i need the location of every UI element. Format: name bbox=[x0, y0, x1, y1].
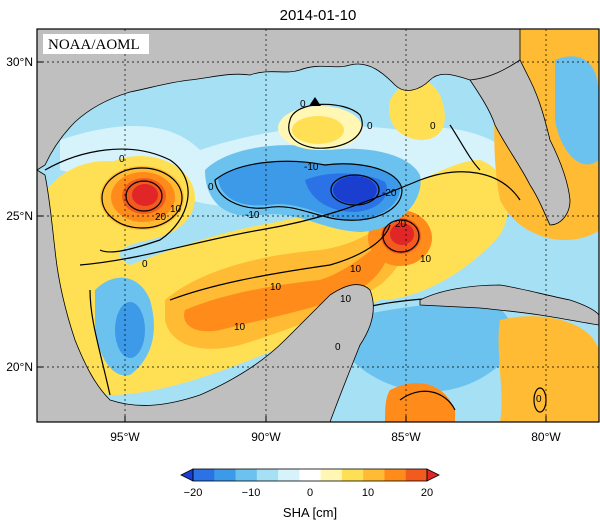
colorbar-high-arrow bbox=[426, 468, 440, 482]
loop-current-eddy-core bbox=[390, 223, 414, 245]
colorbar-segment bbox=[235, 469, 258, 481]
colorbar-low-arrow bbox=[180, 468, 194, 482]
colorbar-segment bbox=[193, 469, 215, 481]
credit-text: NOAA/AOML bbox=[48, 37, 140, 53]
colorbar-segment bbox=[256, 469, 279, 481]
contour-label: 0 bbox=[119, 154, 125, 165]
contour-labels: 0 0 0 0 20 10 0 0 -10 -10 -20 10 10 10 2… bbox=[119, 99, 542, 405]
map-frame bbox=[36, 28, 600, 423]
contour-label: 0 bbox=[367, 121, 373, 132]
atlantic-cold-northeast bbox=[555, 56, 599, 165]
contour-line bbox=[214, 160, 403, 221]
colorbar-tick-label: 20 bbox=[421, 487, 433, 499]
contour-label: -10 bbox=[304, 162, 319, 173]
lon-label: 90°W bbox=[251, 430, 281, 444]
credit-box bbox=[43, 34, 149, 54]
land-masses bbox=[37, 29, 599, 422]
central-cold-eddy-core bbox=[333, 176, 377, 204]
lat-label: 25°N bbox=[6, 209, 33, 223]
contour-line bbox=[399, 390, 456, 411]
colorbar-tick-label: 10 bbox=[362, 487, 374, 499]
contour-label: 10 bbox=[234, 322, 246, 333]
caribbean-cold-area bbox=[339, 300, 512, 392]
contour-label: 10 bbox=[170, 204, 182, 215]
contour-label: 20 bbox=[395, 219, 407, 230]
us-gulf-coast bbox=[37, 29, 521, 171]
contour-line bbox=[449, 124, 481, 171]
contour-label: 10 bbox=[340, 294, 352, 305]
colorbar-frame bbox=[192, 468, 428, 482]
caribbean-warm-south bbox=[385, 382, 455, 422]
location-marker-triangle bbox=[309, 97, 321, 106]
contour-label: -10 bbox=[245, 210, 260, 221]
colorbar-segment bbox=[320, 469, 343, 481]
contour-label: 20 bbox=[155, 212, 167, 223]
lon-label: 85°W bbox=[391, 430, 421, 444]
lon-label: 80°W bbox=[531, 430, 561, 444]
lat-label: 30°N bbox=[6, 55, 33, 69]
contour-label: 10 bbox=[270, 282, 282, 293]
colorbar-tick-label: −20 bbox=[184, 487, 203, 499]
campeche-cold-core bbox=[115, 302, 145, 358]
axis-ticks bbox=[37, 61, 547, 422]
northeast-warm-area bbox=[389, 78, 445, 140]
florida-peninsula bbox=[469, 59, 571, 226]
contour-label: 0 bbox=[300, 99, 306, 110]
contour-line bbox=[101, 167, 183, 229]
lon-label: 95°W bbox=[110, 430, 140, 444]
contour-label: 0 bbox=[208, 182, 214, 193]
map-area: 0 0 0 0 20 10 0 0 -10 -10 -20 10 10 10 2… bbox=[37, 29, 599, 422]
contour-line bbox=[44, 148, 189, 253]
axis-labels: 30°N 25°N 20°N 95°W 90°W 85°W 80°W bbox=[6, 55, 561, 444]
colorbar-tick-label: 0 bbox=[307, 487, 313, 499]
contour-line bbox=[89, 289, 111, 396]
contour-label: 10 bbox=[420, 254, 432, 265]
contour-line bbox=[330, 174, 380, 206]
colorbar: −20 −10 0 10 20 SHA [cm] bbox=[180, 468, 440, 520]
colorbar-segment bbox=[214, 469, 237, 481]
contour-label: 0 bbox=[335, 342, 341, 353]
contour-label: 0 bbox=[142, 259, 148, 270]
colorbar-segment bbox=[278, 469, 300, 481]
contour-line bbox=[382, 219, 420, 253]
positive-band-deep-orange bbox=[184, 240, 389, 332]
northern-warm-blob-core bbox=[292, 116, 344, 144]
colorbar-segment bbox=[363, 469, 385, 481]
western-warm-eddy-center bbox=[132, 184, 158, 206]
colorbar-segments bbox=[193, 469, 428, 481]
lat-label: 20°N bbox=[6, 360, 33, 374]
map-title: 2014-01-10 bbox=[280, 7, 357, 24]
colorbar-segment bbox=[341, 469, 364, 481]
graticule bbox=[37, 29, 599, 422]
mexico-coast bbox=[37, 169, 374, 422]
contour-label: 0 bbox=[536, 394, 542, 405]
colorbar-segment bbox=[384, 469, 407, 481]
contour-label: -20 bbox=[382, 188, 397, 199]
contour-line bbox=[125, 180, 163, 212]
contour-label: 10 bbox=[350, 264, 362, 275]
colorbar-tick-labels: −20 −10 0 10 20 bbox=[184, 487, 433, 499]
colorbar-segment bbox=[405, 469, 428, 481]
colorbar-segment bbox=[299, 469, 322, 481]
colorbar-label: SHA [cm] bbox=[283, 505, 337, 520]
contour-label: 0 bbox=[430, 121, 436, 132]
colorbar-tick-label: −10 bbox=[242, 487, 261, 499]
caribbean-warm-east bbox=[498, 316, 599, 422]
contour-line bbox=[169, 224, 391, 301]
